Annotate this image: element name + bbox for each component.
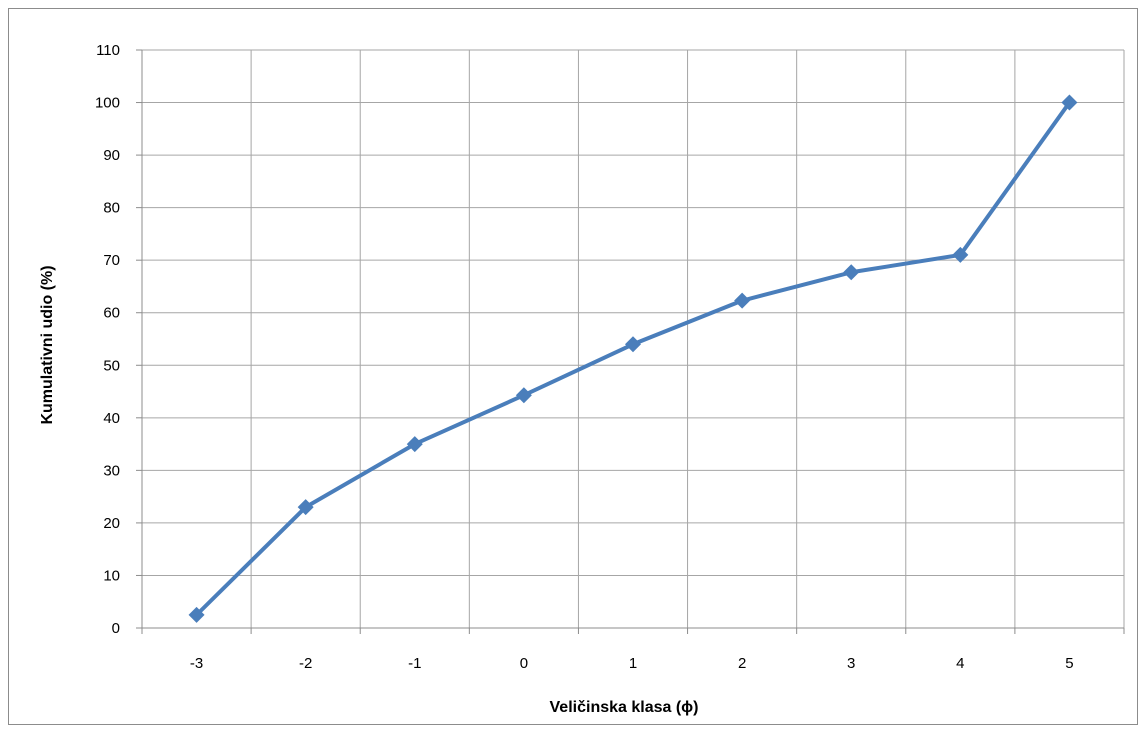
chart-frame [8,8,1138,725]
data-point-marker [406,436,423,453]
y-tick-label: 100 [95,95,120,112]
y-tick-label: 20 [103,515,120,532]
x-tick-label: 1 [629,655,637,672]
axes [136,49,1125,634]
data-point-marker [297,499,314,516]
x-tick-label: 2 [738,655,746,672]
x-tick-label: 4 [956,655,964,672]
y-tick-label: 90 [103,147,120,164]
data-point-marker [952,246,969,263]
data-point-marker [843,264,860,281]
data-point-marker [734,292,751,309]
y-tick-label: 80 [103,200,120,217]
data-point-marker [515,387,532,404]
data-point-marker [188,606,205,623]
series [188,94,1078,623]
y-axis-title: Kumulativni udio (%) [39,265,56,424]
x-tick-label: 3 [847,655,855,672]
x-tick-label: 5 [1065,655,1073,672]
y-tick-label: 70 [103,252,120,269]
y-tick-label: 110 [96,42,120,59]
x-axis-title: Veličinska klasa (ϕ) [550,699,699,716]
series-line [195,101,1072,617]
y-tick-labels: 0 10 20 30 40 50 60 70 80 90 100 110 [95,42,120,637]
y-tick-label: 50 [103,357,120,374]
x-tick-label: -2 [299,655,312,672]
y-tick-label: 10 [103,567,120,584]
x-tick-label: -1 [408,655,421,672]
data-point-marker [1061,94,1078,111]
y-tick-label: 30 [103,462,120,479]
y-tick-label: 60 [103,305,120,322]
y-tick-label: 40 [103,410,120,427]
x-tick-label: -3 [190,655,203,672]
x-tick-label: 0 [520,655,528,672]
y-tick-label: 0 [112,620,120,637]
data-point-marker [625,336,641,353]
x-tick-labels: -3 -2 -1 0 1 2 3 4 5 [190,655,1074,672]
